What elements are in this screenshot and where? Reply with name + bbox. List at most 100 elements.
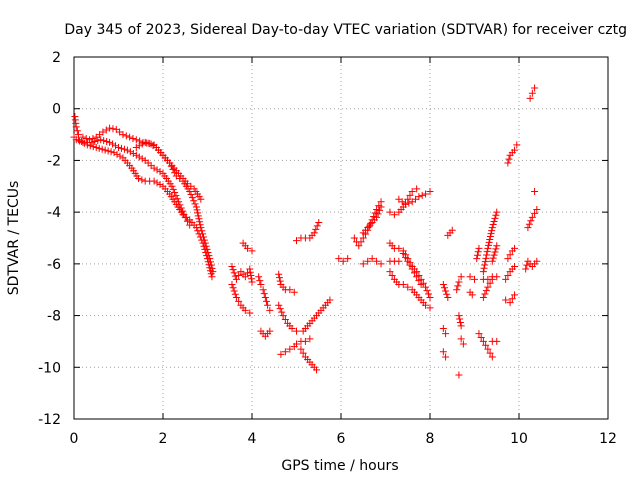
grid-lines — [74, 57, 608, 419]
data-point — [491, 214, 499, 222]
data-point — [194, 209, 202, 217]
data-point — [229, 266, 237, 274]
data-point — [439, 348, 447, 356]
x-tick-label: 10 — [510, 431, 528, 447]
data-point — [301, 337, 309, 345]
data-point — [74, 136, 82, 144]
data-point — [489, 254, 497, 262]
data-point — [454, 282, 462, 290]
y-tick-label: -6 — [47, 257, 61, 273]
data-point — [444, 293, 452, 301]
data-point — [315, 218, 323, 226]
data-point — [404, 257, 412, 265]
data-point — [73, 127, 81, 135]
data-point — [188, 194, 196, 202]
data-point — [423, 287, 431, 295]
data-point — [370, 212, 378, 220]
y-tick-label: -12 — [38, 412, 61, 428]
data-point — [278, 308, 286, 316]
data-point — [129, 150, 137, 158]
data-point — [207, 270, 215, 278]
data-point — [262, 297, 270, 305]
data-point — [399, 250, 407, 258]
data-point — [508, 295, 516, 303]
data-point — [487, 230, 495, 238]
x-tick-label: 2 — [159, 431, 168, 447]
data-point — [206, 264, 214, 272]
data-point — [156, 168, 164, 176]
data-point — [488, 257, 496, 265]
data-point — [439, 281, 447, 289]
data-point — [281, 348, 289, 356]
data-point — [473, 255, 481, 263]
data-point — [374, 210, 382, 218]
data-point — [404, 283, 412, 291]
data-point — [481, 261, 489, 269]
data-point — [192, 224, 200, 232]
data-point — [413, 185, 421, 193]
data-point — [266, 327, 274, 335]
data-point — [129, 134, 137, 142]
data-point — [531, 209, 539, 217]
data-point — [106, 138, 114, 146]
data-point — [256, 277, 264, 285]
data-point — [418, 191, 426, 199]
data-point — [313, 366, 321, 374]
data-point — [474, 248, 482, 256]
data-point — [126, 148, 134, 156]
data-point — [88, 138, 96, 146]
data-point — [231, 272, 239, 280]
data-point — [513, 141, 521, 149]
data-point — [485, 238, 493, 246]
data-point — [457, 322, 465, 330]
data-point — [483, 251, 491, 259]
data-point — [355, 242, 363, 250]
data-point — [373, 257, 381, 265]
data-point — [506, 251, 514, 259]
data-point — [533, 257, 541, 265]
data-point — [456, 318, 464, 326]
data-point — [408, 265, 416, 273]
data-point — [455, 371, 463, 379]
data-point — [132, 151, 140, 159]
data-point — [247, 271, 255, 279]
data-point — [388, 271, 396, 279]
data-point — [229, 284, 237, 292]
data-point — [241, 273, 249, 281]
data-point — [404, 195, 412, 203]
data-point — [276, 305, 284, 313]
data-point — [482, 287, 490, 295]
data-point — [471, 275, 478, 283]
data-point — [107, 148, 115, 156]
data-point — [206, 267, 214, 275]
data-point — [413, 273, 421, 281]
data-point — [171, 169, 179, 177]
data-point — [297, 345, 305, 353]
data-point — [473, 251, 481, 259]
data-point — [493, 242, 501, 250]
data-point — [527, 217, 535, 225]
data-point — [489, 221, 497, 229]
data-point — [275, 301, 283, 309]
data-point — [511, 262, 519, 270]
data-point — [531, 187, 539, 195]
data-point — [132, 144, 140, 151]
data-point — [198, 236, 206, 244]
data-point — [425, 290, 433, 298]
data-point — [439, 325, 447, 332]
data-point — [122, 132, 130, 140]
data-point — [135, 142, 143, 150]
x-tick-label: 12 — [599, 431, 617, 447]
data-point — [235, 297, 243, 305]
data-point — [525, 220, 533, 228]
data-point — [293, 340, 300, 348]
data-point — [312, 225, 320, 233]
data-point — [368, 255, 376, 263]
data-point — [275, 270, 283, 278]
data-point — [92, 144, 100, 151]
data-point — [257, 281, 265, 289]
data-point — [443, 290, 451, 298]
data-point — [481, 290, 489, 298]
data-point — [422, 283, 430, 291]
